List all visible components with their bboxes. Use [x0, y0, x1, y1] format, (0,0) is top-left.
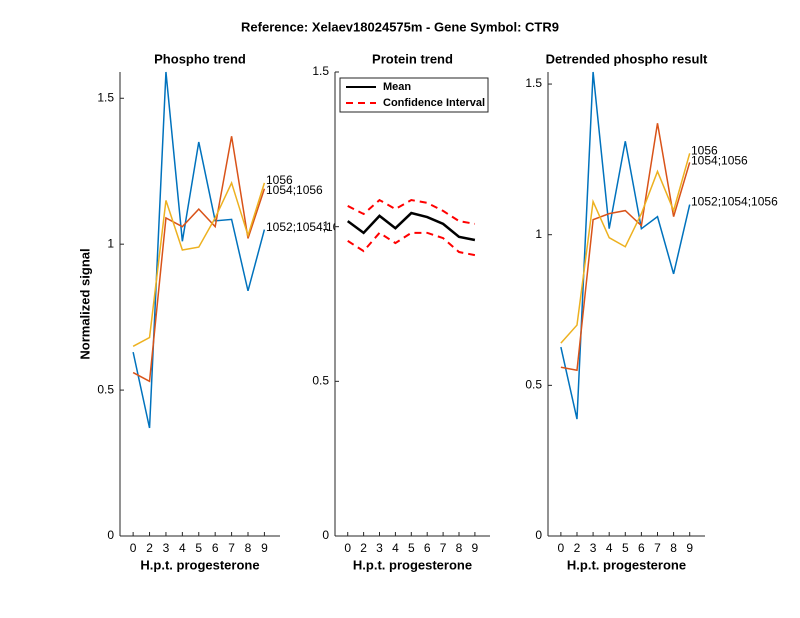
y-tick-label: 0	[322, 528, 329, 542]
x-tick-label: 6	[212, 541, 219, 555]
x-tick-label: 5	[195, 541, 202, 555]
x-tick-label: 9	[472, 541, 479, 555]
plot-area	[132, 71, 266, 429]
ci-lower-line	[347, 231, 476, 257]
x-tick-label: 4	[606, 541, 613, 555]
series-end-label: 1052;1054;1056	[266, 220, 353, 234]
series-end-label: 1052;1054;1056	[691, 195, 778, 209]
series-end-label: 1056	[691, 144, 718, 158]
axes-background	[548, 72, 705, 536]
y-tick-label: 1	[322, 219, 329, 233]
axes-background	[120, 72, 280, 536]
y-tick-label: 0.5	[525, 378, 542, 392]
x-tick-label: 4	[392, 541, 399, 555]
series-end-label: 1054;1056	[266, 183, 323, 197]
y-tick-label: 0	[107, 528, 114, 542]
axes-background	[335, 72, 490, 536]
x-tick-label: 9	[261, 541, 268, 555]
plot-area	[346, 198, 476, 257]
legend-label: Confidence Interval	[383, 97, 485, 109]
series-end-label: 1054;1056	[691, 154, 748, 168]
y-axis-label: Normalized signal	[77, 248, 92, 359]
x-tick-label: 0	[130, 541, 137, 555]
x-tick-label: 3	[376, 541, 383, 555]
ci-upper-line	[347, 198, 476, 225]
x-axis-label: H.p.t. progesterone	[567, 557, 686, 572]
x-tick-label: 6	[638, 541, 645, 555]
y-tick-label: 0.5	[312, 374, 329, 388]
plot-area	[560, 71, 691, 420]
y-tick-label: 0	[535, 528, 542, 542]
x-tick-label: 8	[245, 541, 252, 555]
x-tick-label: 3	[163, 541, 170, 555]
y-tick-label: 1.5	[525, 76, 542, 90]
y-tick-label: 0.5	[97, 382, 114, 396]
series-end-label: 1056	[266, 173, 293, 187]
series-line	[132, 71, 266, 429]
x-tick-label: 2	[360, 541, 367, 555]
x-tick-label: 2	[574, 541, 581, 555]
y-tick-label: 1	[107, 236, 114, 250]
x-tick-label: 5	[622, 541, 629, 555]
x-tick-label: 8	[670, 541, 677, 555]
x-axis-label: H.p.t. progesterone	[140, 557, 259, 572]
x-tick-label: 2	[146, 541, 153, 555]
x-tick-label: 5	[408, 541, 415, 555]
x-tick-label: 0	[558, 541, 565, 555]
x-tick-label: 4	[179, 541, 186, 555]
x-axis-label: H.p.t. progesterone	[353, 557, 472, 572]
x-tick-label: 7	[654, 541, 661, 555]
x-tick-label: 6	[424, 541, 431, 555]
series-line	[132, 180, 266, 347]
axes-title: Phospho trend	[154, 51, 246, 66]
legend-label: Mean	[383, 81, 411, 93]
x-tick-label: 0	[344, 541, 351, 555]
x-tick-label: 7	[228, 541, 235, 555]
series-line	[560, 153, 691, 344]
x-tick-label: 9	[686, 541, 693, 555]
y-tick-label: 1	[535, 227, 542, 241]
x-tick-label: 8	[456, 541, 463, 555]
series-line	[560, 123, 691, 372]
series-line	[560, 71, 691, 420]
x-tick-label: 7	[440, 541, 447, 555]
y-tick-label: 1.5	[97, 90, 114, 104]
y-tick-label: 1.5	[312, 64, 329, 78]
x-tick-label: 3	[590, 541, 597, 555]
legend-box	[339, 77, 489, 113]
axes-title: Protein trend	[372, 51, 453, 66]
series-line	[132, 136, 266, 383]
figure-title: Reference: Xelaev18024575m - Gene Symbol…	[241, 19, 559, 34]
mean-line	[346, 211, 476, 242]
axes-title: Detrended phospho result	[546, 51, 708, 66]
